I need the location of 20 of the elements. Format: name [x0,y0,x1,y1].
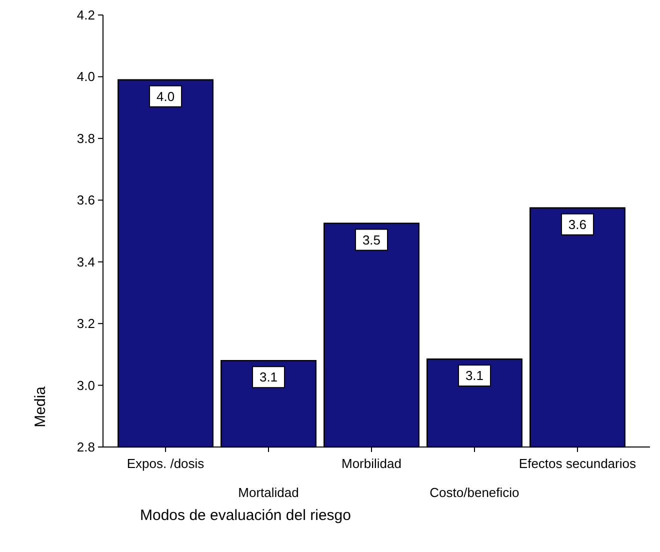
x-tick-label: Expos. /dosis [126,456,205,471]
y-tick-label: 2.8 [76,440,95,454]
x-tick-label: Mortalidad [238,485,299,500]
x-tick-label: Efectos secundarios [518,456,636,471]
x-axis-title: Modos de evaluación del riesgo [140,507,351,524]
y-tick-label: 3.2 [76,316,95,332]
y-tick-label: 4.0 [76,69,95,84]
data-label: 3.6 [568,216,587,232]
data-label: 3.5 [362,232,381,248]
y-tick-label: 3.4 [76,254,95,270]
data-label: 4.0 [156,88,175,104]
y-tick-label: 3.8 [76,130,95,146]
y-tick-label: 3.0 [76,378,95,393]
y-tick-label: 3.6 [76,192,95,208]
x-tick-label: Costo/beneficio [430,485,520,500]
data-label: 3.1 [259,370,278,385]
y-tick-label: 4.2 [76,8,95,22]
data-label: 3.1 [465,368,484,384]
x-tick-label: Morbilidad [342,456,402,471]
y-axis-title: Media [32,386,49,428]
